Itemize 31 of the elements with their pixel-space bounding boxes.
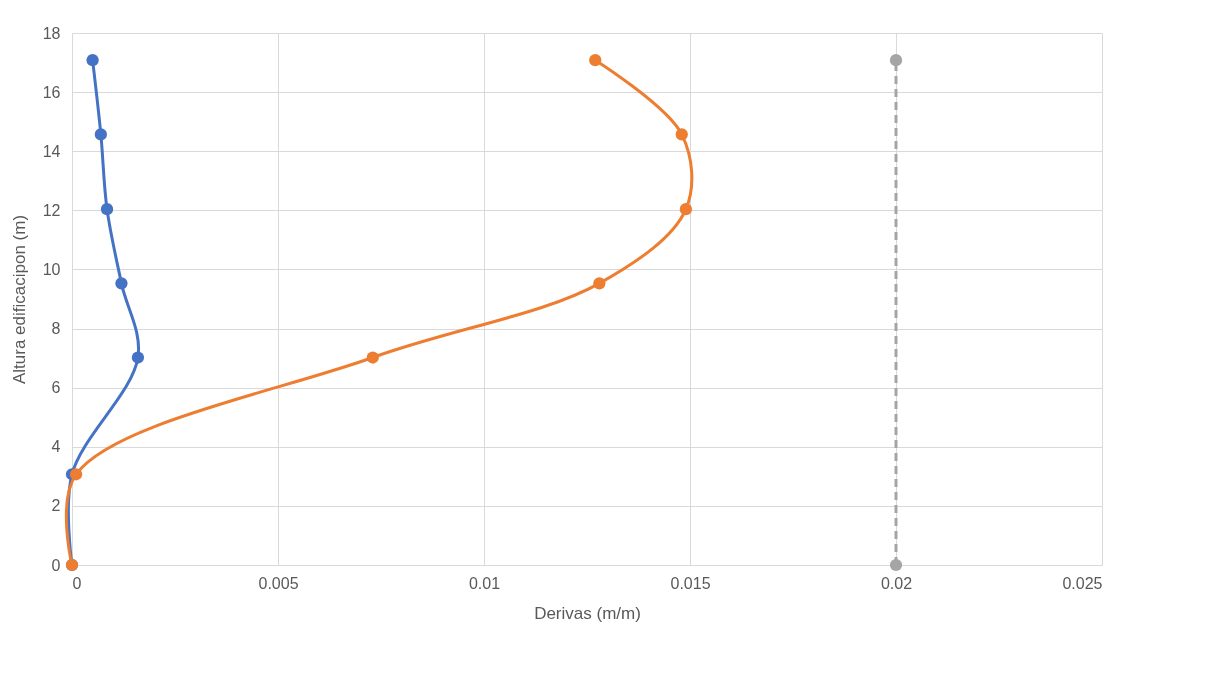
point [94,128,107,141]
point [70,468,83,481]
x-tick-label: 0 [72,574,82,592]
y-tick-label: 12 [42,201,61,219]
point [131,351,145,364]
y-axis-title: Altura edificacipon (m) [9,214,29,385]
y-tick-label: 4 [51,438,61,456]
y-tick-label: 6 [51,379,61,397]
y-tick-label: 8 [51,320,61,338]
y-tick-label: 2 [51,497,61,515]
y-tick-label: 14 [42,142,61,160]
x-tick-label: 0.02 [880,574,913,592]
y-tick-label: 0 [51,556,61,574]
x-axis-title: Derivas (m/m) [534,603,641,623]
y-tick-label: 10 [42,260,61,278]
y-tick-label: 18 [42,24,61,42]
point [679,203,692,216]
point [889,54,903,67]
x-tick-label: 0.01 [468,574,501,592]
x-tick-label: 0.005 [258,574,299,592]
point [366,351,379,364]
y-tick-label: 16 [42,83,61,101]
x-tick-label: 0.025 [1062,574,1103,592]
point [889,558,903,572]
point [86,54,99,67]
point [593,277,606,290]
point [589,54,602,67]
point [115,277,128,290]
point [675,128,688,141]
x-tick-label: 0.015 [670,574,711,592]
point [100,203,114,216]
